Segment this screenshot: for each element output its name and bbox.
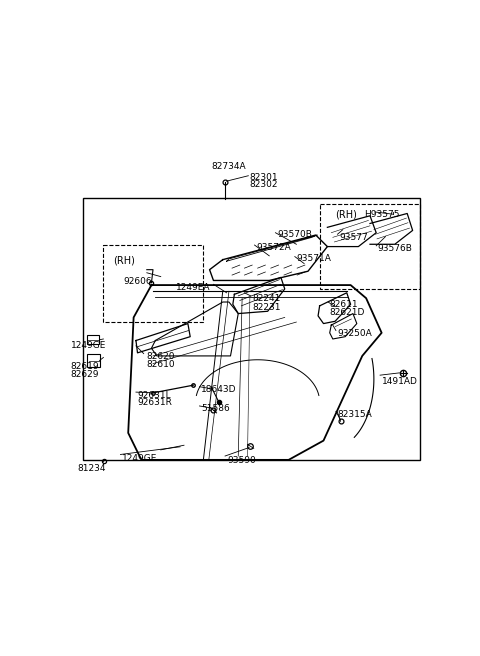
Text: 92606: 92606 [123, 277, 152, 287]
Text: 82302: 82302 [250, 180, 278, 190]
Text: 82619: 82619 [71, 362, 99, 371]
Text: 93250A: 93250A [337, 329, 372, 338]
Text: 93577: 93577 [339, 233, 368, 241]
Text: 93570B: 93570B [277, 230, 312, 239]
Bar [87, 354, 99, 367]
Text: 92631L: 92631L [137, 390, 171, 400]
Text: 1249GE: 1249GE [71, 340, 106, 350]
Text: 82611: 82611 [330, 300, 359, 310]
Bar [320, 204, 420, 289]
Text: H93575: H93575 [365, 210, 400, 218]
Bar [87, 335, 99, 344]
Text: (RH): (RH) [113, 256, 134, 266]
Bar [83, 198, 420, 460]
Text: 92631R: 92631R [137, 398, 172, 407]
Text: 51586: 51586 [201, 405, 230, 413]
Text: 1491AD: 1491AD [382, 377, 418, 386]
Text: 93590: 93590 [228, 456, 256, 465]
Text: 82315A: 82315A [337, 410, 372, 419]
Text: 18643D: 18643D [201, 385, 237, 394]
Bar [103, 245, 204, 322]
Text: 82231: 82231 [252, 303, 281, 312]
Text: 1249GE: 1249GE [122, 455, 157, 464]
Text: 82734A: 82734A [212, 162, 246, 171]
Text: 82301: 82301 [250, 173, 278, 182]
Text: 81234: 81234 [77, 464, 106, 473]
Text: 82610: 82610 [147, 359, 175, 369]
Text: 93572A: 93572A [256, 243, 291, 252]
Text: 82629: 82629 [71, 370, 99, 379]
Text: 82621D: 82621D [330, 308, 365, 318]
Text: 93576B: 93576B [378, 244, 413, 253]
Text: 82620: 82620 [147, 352, 175, 361]
Text: 93571A: 93571A [296, 255, 331, 263]
Text: 1249EA: 1249EA [176, 283, 211, 292]
Text: 82241: 82241 [252, 295, 281, 303]
Text: (RH): (RH) [335, 210, 357, 220]
